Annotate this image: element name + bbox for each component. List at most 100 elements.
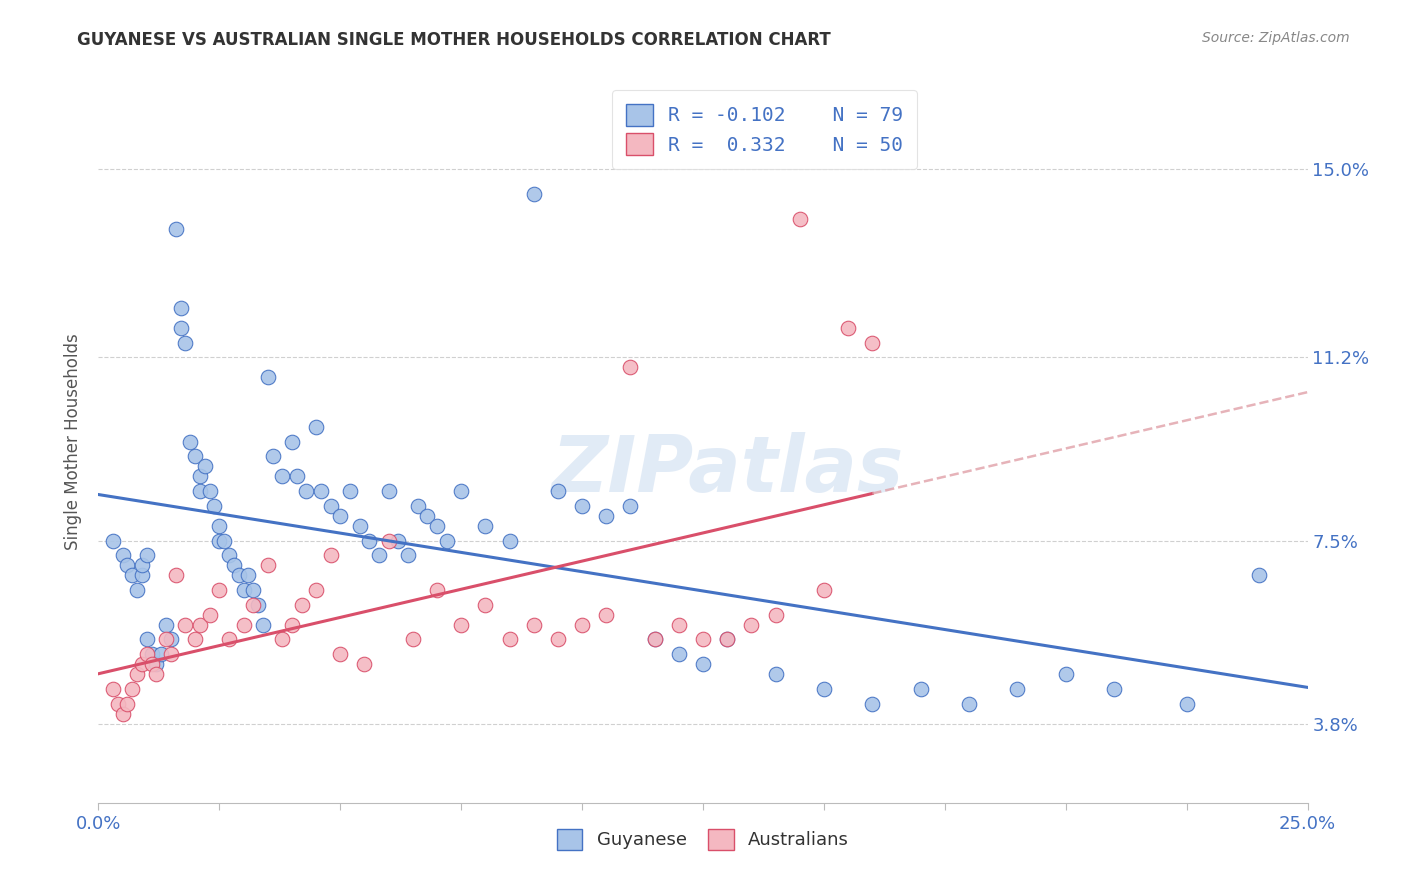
Point [242, 598, 264, 612]
Point [474, 598, 496, 612]
Point [450, 617, 472, 632]
Point [165, 568, 187, 582]
Point [188, 469, 211, 483]
Point [740, 617, 762, 632]
Point [101, 533, 124, 548]
Point [252, 617, 274, 632]
Point [474, 518, 496, 533]
Point [668, 617, 690, 632]
Legend: Guyanese, Australians: Guyanese, Australians [548, 820, 858, 859]
Point [523, 617, 546, 632]
Point [232, 582, 254, 597]
Point [619, 360, 641, 375]
Point [179, 434, 201, 449]
Point [377, 483, 399, 498]
Point [135, 549, 157, 563]
Point [498, 533, 520, 548]
Point [111, 549, 134, 563]
Point [160, 632, 183, 647]
Point [101, 681, 124, 696]
Point [281, 434, 304, 449]
Point [271, 632, 294, 647]
Point [813, 582, 835, 597]
Point [169, 301, 191, 315]
Point [194, 459, 217, 474]
Point [145, 667, 167, 681]
Point [204, 499, 226, 513]
Point [218, 549, 240, 563]
Point [256, 370, 278, 384]
Point [212, 533, 235, 548]
Point [218, 632, 240, 647]
Point [160, 648, 183, 662]
Point [222, 558, 245, 573]
Point [198, 607, 221, 622]
Point [619, 499, 641, 513]
Point [1175, 697, 1198, 711]
Point [716, 632, 738, 647]
Point [131, 657, 153, 672]
Point [1249, 568, 1271, 582]
Point [281, 617, 304, 632]
Point [387, 533, 409, 548]
Point [309, 483, 332, 498]
Point [242, 582, 264, 597]
Point [165, 221, 187, 235]
Point [295, 483, 318, 498]
Point [232, 617, 254, 632]
Point [184, 632, 207, 647]
Point [290, 598, 312, 612]
Text: GUYANESE VS AUSTRALIAN SINGLE MOTHER HOUSEHOLDS CORRELATION CHART: GUYANESE VS AUSTRALIAN SINGLE MOTHER HOU… [77, 31, 831, 49]
Point [329, 648, 352, 662]
Point [131, 568, 153, 582]
Point [349, 518, 371, 533]
Point [150, 648, 173, 662]
Point [155, 632, 177, 647]
Point [406, 499, 429, 513]
Point [305, 419, 328, 434]
Point [339, 483, 361, 498]
Point [396, 549, 419, 563]
Point [228, 568, 250, 582]
Point [813, 681, 835, 696]
Point [271, 469, 294, 483]
Point [716, 632, 738, 647]
Point [131, 558, 153, 573]
Point [353, 657, 375, 672]
Y-axis label: Single Mother Households: Single Mother Households [65, 334, 83, 549]
Point [121, 681, 143, 696]
Point [174, 617, 197, 632]
Point [117, 558, 139, 573]
Point [145, 657, 167, 672]
Point [595, 607, 617, 622]
Point [547, 483, 569, 498]
Text: ZIPatlas: ZIPatlas [551, 433, 903, 508]
Point [135, 648, 157, 662]
Point [860, 335, 883, 350]
Point [121, 568, 143, 582]
Point [329, 508, 352, 523]
Point [644, 632, 666, 647]
Point [402, 632, 425, 647]
Point [319, 499, 342, 513]
Point [262, 450, 284, 464]
Point [436, 533, 458, 548]
Point [644, 632, 666, 647]
Point [127, 667, 149, 681]
Point [305, 582, 328, 597]
Point [198, 483, 221, 498]
Point [1007, 681, 1029, 696]
Point [789, 211, 811, 226]
Point [141, 657, 163, 672]
Point [208, 533, 231, 548]
Point [498, 632, 520, 647]
Point [141, 648, 163, 662]
Point [359, 533, 381, 548]
Point [184, 450, 207, 464]
Point [910, 681, 932, 696]
Point [208, 582, 231, 597]
Point [238, 568, 260, 582]
Point [547, 632, 569, 647]
Point [692, 657, 714, 672]
Point [523, 187, 546, 202]
